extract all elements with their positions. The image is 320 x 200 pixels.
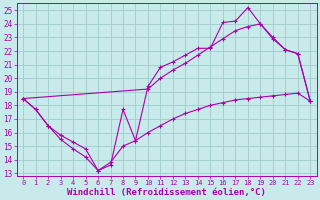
X-axis label: Windchill (Refroidissement éolien,°C): Windchill (Refroidissement éolien,°C) (67, 188, 266, 197)
